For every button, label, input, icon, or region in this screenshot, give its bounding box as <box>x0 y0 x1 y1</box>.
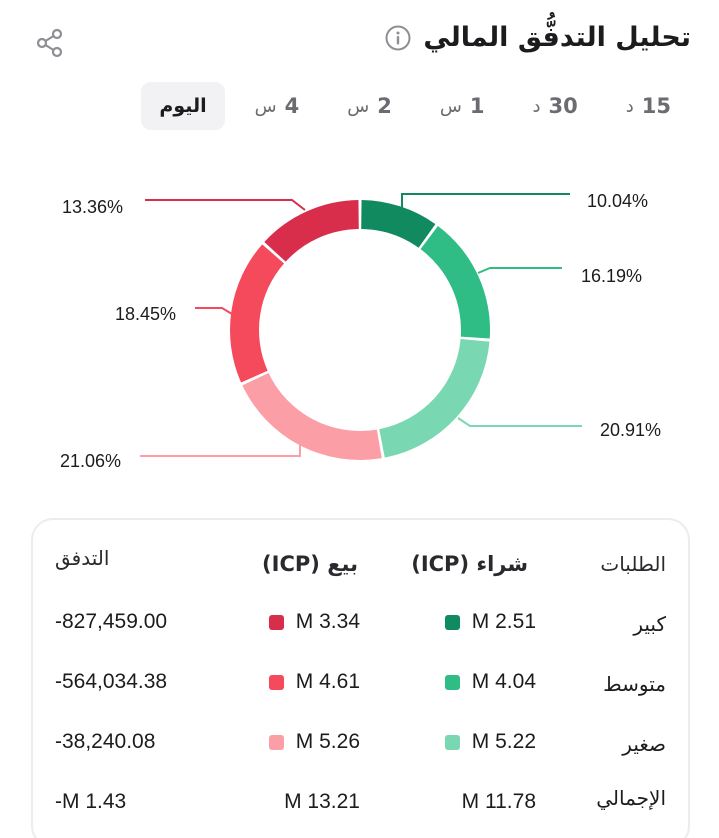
row-label-large: كبير <box>633 612 666 636</box>
tab-unit: س <box>254 95 277 117</box>
buy-large-swatch <box>444 614 460 630</box>
tab-unit: د <box>532 95 541 117</box>
donut-slice-sell-large <box>264 200 359 262</box>
flow-medium-value: -564,034.38 <box>55 670 168 693</box>
header-sell: بيع (ICP) <box>262 552 358 576</box>
leader-line-sell-medium <box>195 307 233 315</box>
slice-label-sell-large: 13.36% <box>62 197 123 217</box>
tab-number: 15 <box>641 94 671 118</box>
row-large-sell: M 3.34 <box>268 610 360 634</box>
row-medium-buy: M 4.04 <box>444 670 536 694</box>
row-large-buy: M 2.51 <box>444 610 536 634</box>
sell-medium-swatch <box>268 674 284 690</box>
tab-number: 2 <box>377 94 392 118</box>
title-group: تحليل التدفُّق المالي <box>385 22 691 53</box>
row-label-medium: متوسط <box>603 672 666 696</box>
buy-large-value: M 2.51 <box>471 610 536 633</box>
donut-slice-buy-medium <box>420 225 490 339</box>
sell-medium-value: M 4.61 <box>295 670 360 693</box>
flow-donut-chart: 10.04% 16.19% 20.91% 21.06% 18.45% 13.36% <box>0 160 719 490</box>
page-title: تحليل التدفُّق المالي <box>423 22 691 53</box>
flow-table-card: الطلبات شراء (ICP) بيع (ICP) التدفق كبير… <box>31 518 690 838</box>
donut-slice-sell-medium <box>230 244 285 383</box>
leader-line-buy-large <box>401 193 570 215</box>
total-sell-value: M 13.21 <box>284 790 360 813</box>
leader-line-buy-medium <box>477 267 562 274</box>
leader-line-sell-small <box>140 438 301 457</box>
donut-slice-buy-large <box>361 200 436 248</box>
slice-label-buy-large: 10.04% <box>587 191 648 211</box>
leader-line-buy-small <box>457 417 582 427</box>
row-small-sell: M 5.26 <box>268 730 360 754</box>
donut-svg: 10.04% 16.19% 20.91% 21.06% 18.45% 13.36% <box>60 191 661 471</box>
buy-medium-swatch <box>444 674 460 690</box>
info-icon[interactable] <box>385 25 411 51</box>
tab-today[interactable]: اليوم <box>141 82 225 130</box>
tab-number: 1 <box>469 94 485 118</box>
donut-slice-sell-small <box>242 372 382 461</box>
tab-unit: اليوم <box>159 95 207 117</box>
header-flow: التدفق <box>55 546 110 570</box>
slice-label-sell-medium: 18.45% <box>115 304 176 324</box>
sell-small-value: M 5.26 <box>295 730 360 753</box>
total-buy-value: M 11.78 <box>461 790 536 813</box>
slice-label-buy-small: 20.91% <box>600 420 661 440</box>
slice-label-sell-small: 21.06% <box>60 451 121 471</box>
slice-label-buy-medium: 16.19% <box>581 266 642 286</box>
leader-line-sell-large <box>145 199 306 211</box>
flow-large-value: -827,459.00 <box>55 610 168 633</box>
row-label-small: صغير <box>622 732 666 756</box>
buy-small-value: M 5.22 <box>471 730 536 753</box>
tab-unit: س <box>347 95 370 117</box>
tab-number: 30 <box>548 94 578 118</box>
header-orders: الطلبات <box>600 552 666 576</box>
row-small-buy: M 5.22 <box>444 730 536 754</box>
header-buy: شراء (ICP) <box>411 552 528 576</box>
buy-medium-value: M 4.04 <box>471 670 536 693</box>
sell-large-swatch <box>268 614 284 630</box>
tab-number: 4 <box>284 94 300 118</box>
tab-unit: س <box>439 95 462 117</box>
tab-15m[interactable]: 15 د <box>608 82 689 130</box>
tab-30m[interactable]: 30 د <box>515 82 596 130</box>
row-label-total: الإجمالي <box>596 786 666 810</box>
buy-small-swatch <box>444 734 460 750</box>
sell-small-swatch <box>268 734 284 750</box>
tab-unit: د <box>625 95 634 117</box>
total-flow-value: -M 1.43 <box>55 790 127 813</box>
header: تحليل التدفُّق المالي <box>0 18 719 66</box>
sell-large-value: M 3.34 <box>295 610 360 633</box>
share-icon[interactable] <box>33 26 67 60</box>
donut-slice-buy-small <box>379 338 490 458</box>
flow-small-value: -38,240.08 <box>55 730 156 753</box>
row-medium-sell: M 4.61 <box>268 670 360 694</box>
